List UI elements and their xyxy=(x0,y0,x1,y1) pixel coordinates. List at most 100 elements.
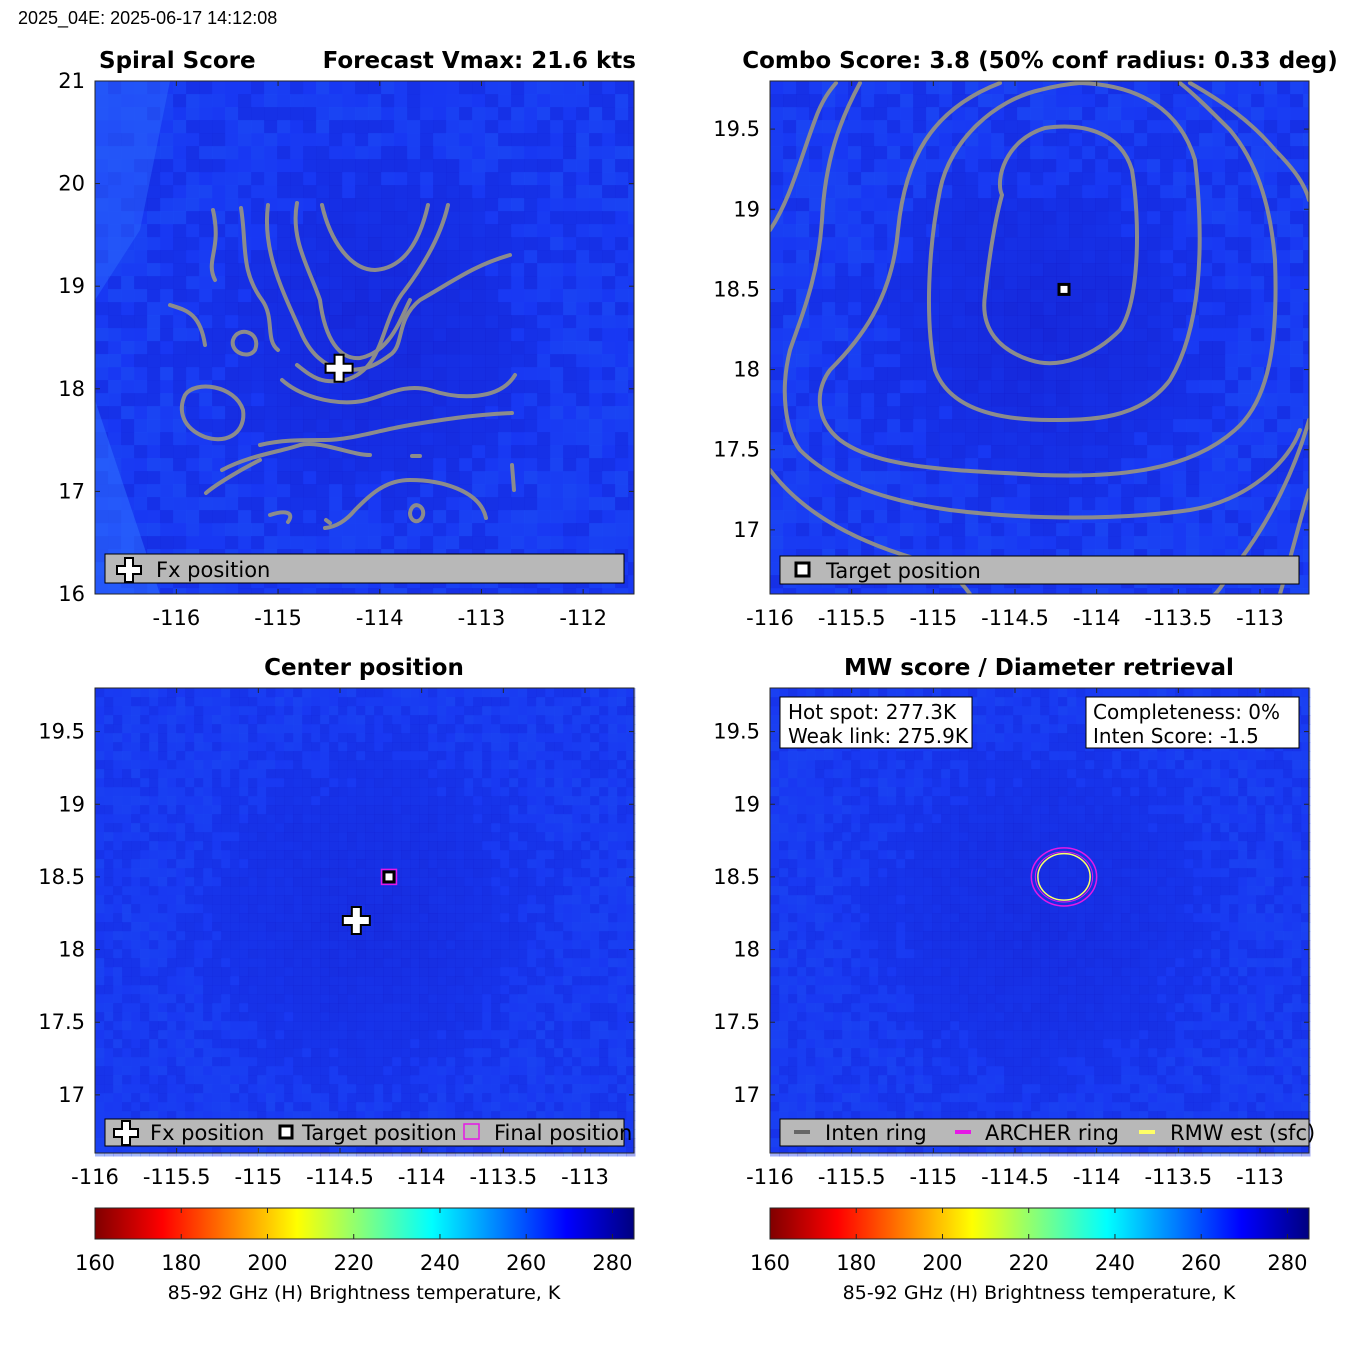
field-cell xyxy=(509,733,519,743)
field-cell xyxy=(1251,276,1265,290)
field-cell xyxy=(293,715,303,725)
field-cell xyxy=(1160,94,1174,108)
field-cell xyxy=(874,146,888,160)
field-cell xyxy=(1173,185,1187,199)
field-cell xyxy=(554,805,564,815)
field-cell xyxy=(939,302,953,316)
field-cell xyxy=(572,769,582,779)
field-cell xyxy=(365,778,375,788)
field-cell xyxy=(576,276,590,290)
field-cell xyxy=(356,715,366,725)
field-cell xyxy=(887,523,901,537)
field-cell xyxy=(545,832,555,842)
field-cell xyxy=(225,302,239,316)
field-cell xyxy=(1082,211,1096,225)
field-cell xyxy=(140,841,150,851)
field-cell xyxy=(134,120,148,134)
field-cell xyxy=(365,814,375,824)
field-cell xyxy=(311,823,321,833)
field-cell xyxy=(952,432,966,446)
field-cell xyxy=(861,432,875,446)
field-cell xyxy=(491,778,501,788)
field-cell xyxy=(1225,146,1239,160)
field-cell xyxy=(320,778,330,788)
field-cell xyxy=(275,796,285,806)
field-cell xyxy=(225,289,239,303)
field-cell xyxy=(194,688,204,698)
field-cell xyxy=(545,715,555,725)
field-cell xyxy=(95,886,105,896)
field-cell xyxy=(472,185,486,199)
field-cell xyxy=(590,697,600,707)
field-cell xyxy=(628,315,634,329)
field-cell xyxy=(134,393,148,407)
field-cell xyxy=(428,850,438,860)
field-cell xyxy=(248,706,258,716)
field-cell xyxy=(108,237,122,251)
field-cell xyxy=(626,751,636,761)
field-cell xyxy=(590,823,600,833)
field-cell xyxy=(1160,224,1174,238)
field-cell xyxy=(407,458,421,472)
field-cell xyxy=(848,315,862,329)
field-cell xyxy=(581,778,591,788)
field-cell xyxy=(1056,367,1070,381)
field-cell xyxy=(861,94,875,108)
field-cell xyxy=(277,315,291,329)
field-cell xyxy=(225,536,239,550)
field-cell xyxy=(338,904,348,914)
field-cell xyxy=(524,94,538,108)
field-cell xyxy=(365,715,375,725)
field-cell xyxy=(1251,484,1265,498)
field-cell xyxy=(419,868,429,878)
field-cell xyxy=(581,706,591,716)
field-cell xyxy=(290,471,304,485)
field-cell xyxy=(615,159,629,173)
field-cell xyxy=(121,185,135,199)
field-cell xyxy=(320,760,330,770)
field-cell xyxy=(419,814,429,824)
field-cell xyxy=(401,688,411,698)
field-cell xyxy=(615,172,629,186)
field-cell xyxy=(173,263,187,277)
field-cell xyxy=(628,341,634,355)
field-cell xyxy=(1277,120,1291,134)
field-cell xyxy=(511,341,525,355)
field-cell xyxy=(277,107,291,121)
field-cell xyxy=(1290,263,1304,277)
field-cell xyxy=(134,341,148,355)
field-cell xyxy=(446,237,460,251)
field-cell xyxy=(437,850,447,860)
field-cell xyxy=(1095,458,1109,472)
field-cell xyxy=(140,796,150,806)
field-cell xyxy=(446,724,456,734)
field-cell xyxy=(95,172,109,186)
field-cell xyxy=(1017,237,1031,251)
field-cell xyxy=(230,850,240,860)
field-cell xyxy=(176,724,186,734)
field-cell xyxy=(275,886,285,896)
field-cell xyxy=(365,832,375,842)
field-cell xyxy=(225,406,239,420)
field-cell xyxy=(167,769,177,779)
field-cell xyxy=(472,250,486,264)
field-cell xyxy=(1199,354,1213,368)
plus-icon xyxy=(116,557,142,583)
field-cell xyxy=(1264,380,1278,394)
field-cell xyxy=(433,497,447,511)
field-cell xyxy=(1251,289,1265,303)
field-cell xyxy=(518,841,528,851)
field-cell xyxy=(926,419,940,433)
field-cell xyxy=(1069,289,1083,303)
field-cell xyxy=(1108,419,1122,433)
field-cell xyxy=(194,859,204,869)
field-cell xyxy=(527,724,537,734)
field-cell xyxy=(978,380,992,394)
field-cell xyxy=(500,769,510,779)
field-cell xyxy=(589,536,603,550)
field-cell xyxy=(212,341,226,355)
field-cell xyxy=(212,198,226,212)
field-cell xyxy=(140,697,150,707)
field-cell xyxy=(783,146,797,160)
field-cell xyxy=(626,805,636,815)
